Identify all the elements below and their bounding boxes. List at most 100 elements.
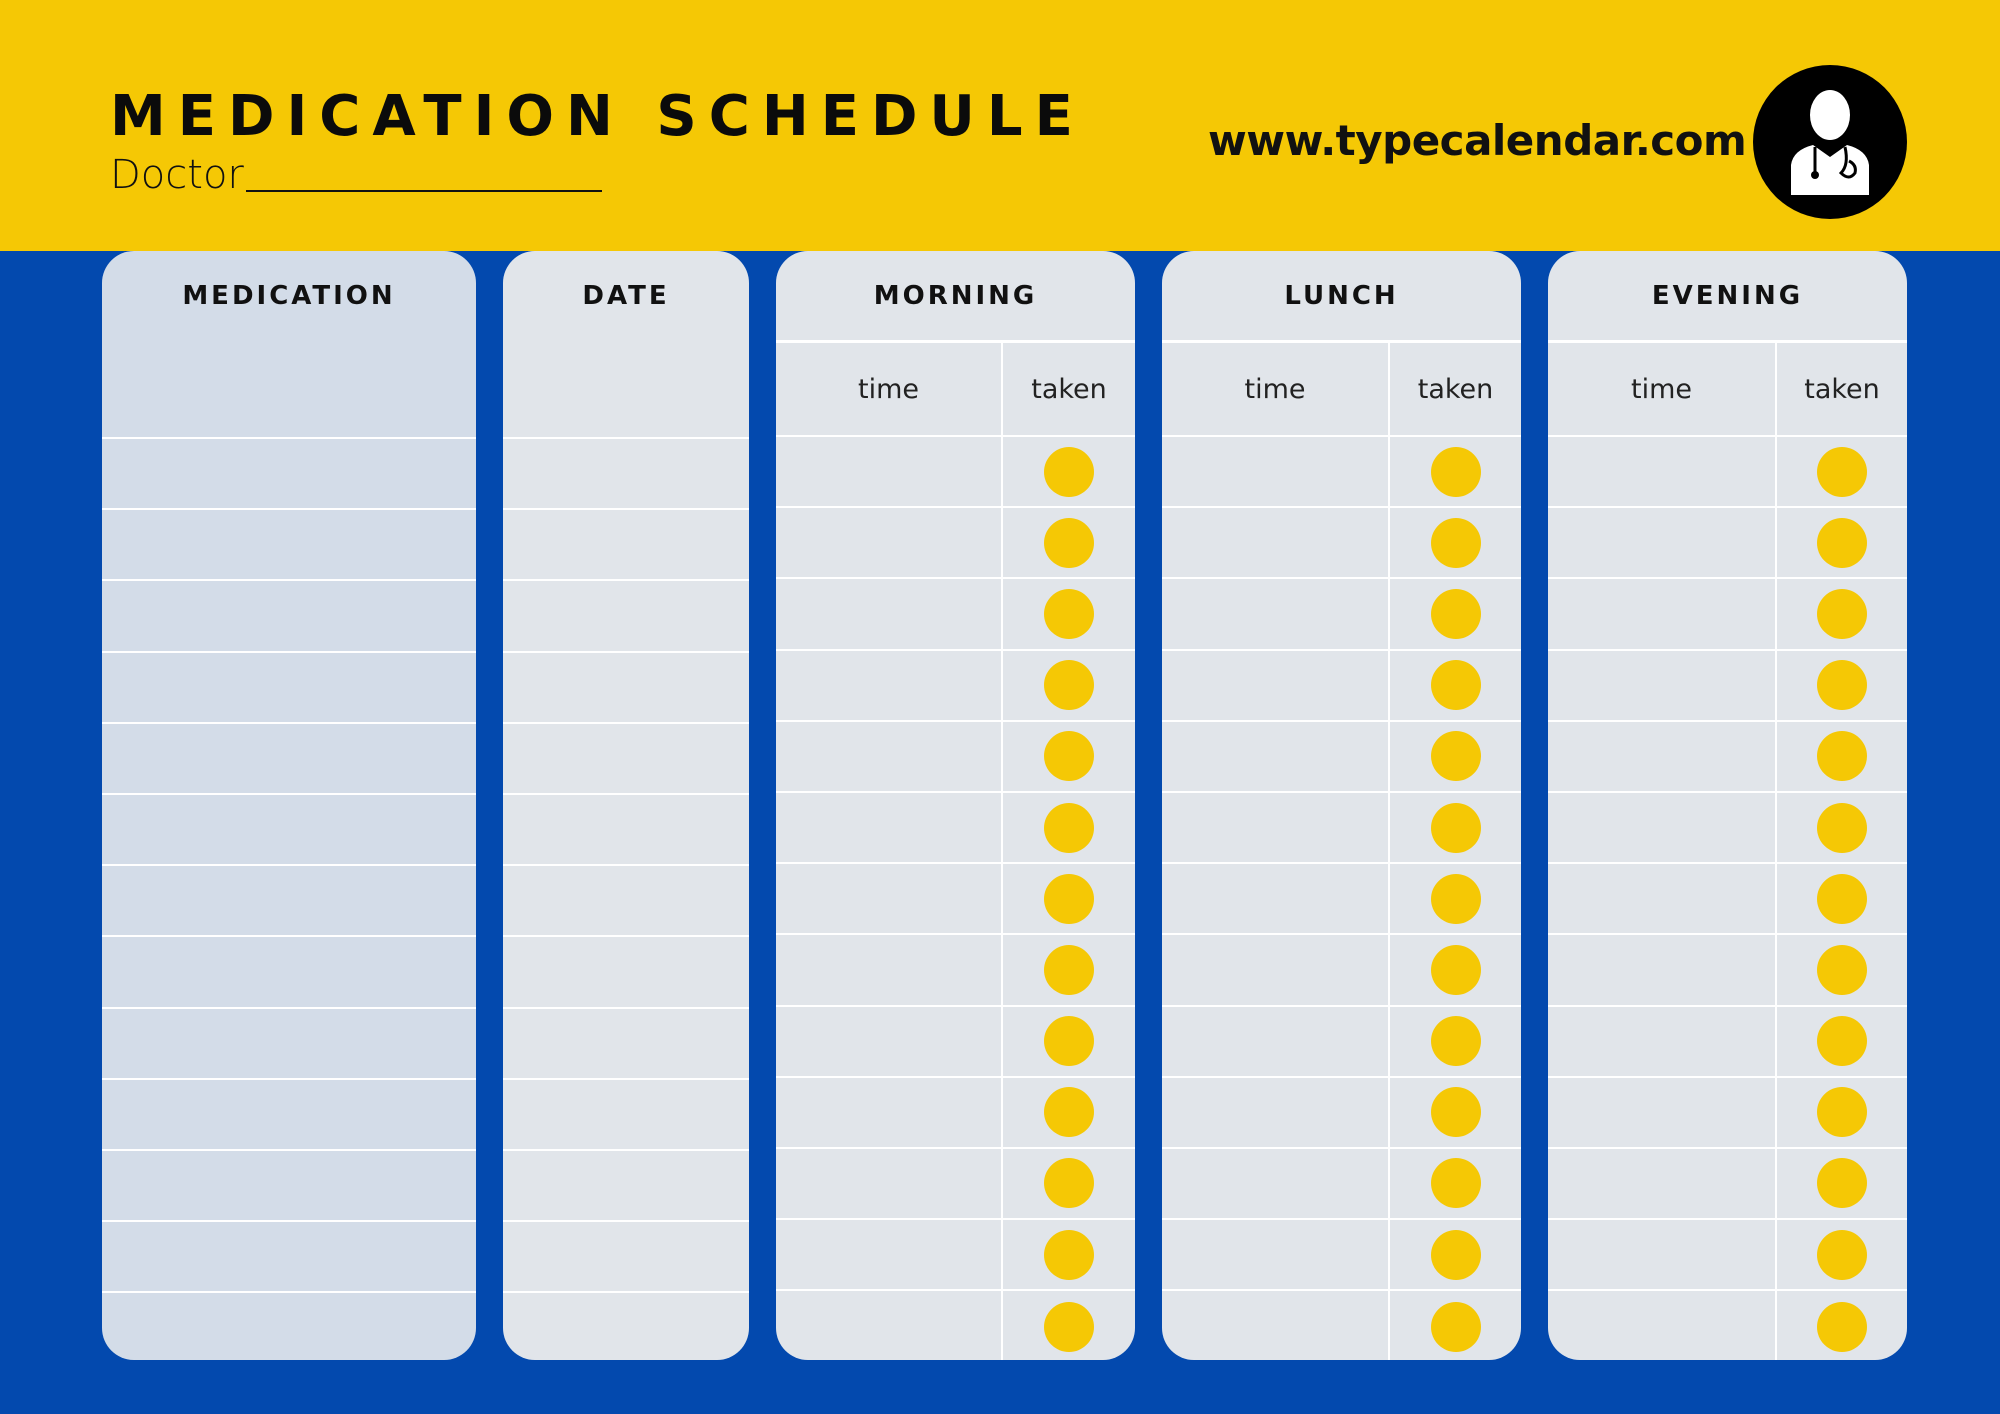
taken-cell[interactable] (1390, 935, 1521, 1004)
time-cell[interactable] (1548, 437, 1777, 507)
taken-checkbox[interactable] (1430, 588, 1481, 639)
taken-checkbox[interactable] (1430, 1016, 1481, 1067)
table-row[interactable] (503, 724, 749, 795)
taken-checkbox[interactable] (1817, 1301, 1867, 1352)
time-cell[interactable] (776, 579, 1003, 649)
table-row[interactable] (102, 1151, 476, 1223)
taken-checkbox[interactable] (1044, 1229, 1094, 1280)
taken-cell[interactable] (1003, 722, 1135, 791)
taken-checkbox[interactable] (1817, 1016, 1867, 1067)
taken-checkbox[interactable] (1430, 517, 1481, 568)
taken-checkbox[interactable] (1817, 446, 1867, 497)
taken-cell[interactable] (1003, 579, 1135, 648)
taken-cell[interactable] (1003, 651, 1135, 720)
time-cell[interactable] (1548, 579, 1777, 649)
time-cell[interactable] (776, 1077, 1003, 1147)
taken-cell[interactable] (1003, 1291, 1135, 1360)
taken-cell[interactable] (1390, 651, 1521, 720)
taken-checkbox[interactable] (1430, 731, 1481, 782)
taken-checkbox[interactable] (1430, 660, 1481, 711)
time-cell[interactable] (1548, 935, 1777, 1005)
time-cell[interactable] (1162, 792, 1390, 863)
doctor-field[interactable]: Doctor (110, 152, 602, 198)
time-cell[interactable] (1162, 1291, 1390, 1360)
time-cell[interactable] (1162, 1077, 1390, 1147)
taken-checkbox[interactable] (1044, 873, 1094, 924)
taken-cell[interactable] (1390, 437, 1521, 506)
taken-checkbox[interactable] (1817, 1158, 1867, 1209)
table-row[interactable] (102, 510, 476, 582)
taken-cell[interactable] (1390, 1078, 1521, 1147)
taken-cell[interactable] (1777, 864, 1907, 933)
table-row[interactable] (503, 1151, 749, 1223)
taken-cell[interactable] (1390, 1220, 1521, 1289)
table-row[interactable] (102, 1222, 476, 1294)
taken-cell[interactable] (1777, 437, 1907, 506)
time-cell[interactable] (1548, 1006, 1777, 1076)
table-row[interactable] (503, 1009, 749, 1080)
time-cell[interactable] (1162, 437, 1390, 507)
time-cell[interactable] (1162, 721, 1390, 791)
taken-cell[interactable] (1390, 864, 1521, 933)
taken-checkbox[interactable] (1817, 802, 1867, 853)
taken-checkbox[interactable] (1044, 1158, 1094, 1209)
table-row[interactable] (503, 1293, 749, 1360)
table-row[interactable] (102, 795, 476, 867)
taken-cell[interactable] (1777, 935, 1907, 1004)
time-cell[interactable] (1548, 508, 1777, 578)
table-row[interactable] (102, 937, 476, 1009)
taken-checkbox[interactable] (1044, 446, 1094, 497)
taken-cell[interactable] (1777, 722, 1907, 791)
time-cell[interactable] (776, 721, 1003, 791)
taken-checkbox[interactable] (1817, 1087, 1867, 1138)
taken-checkbox[interactable] (1817, 517, 1867, 568)
table-row[interactable] (102, 439, 476, 511)
taken-cell[interactable] (1777, 793, 1907, 862)
table-row[interactable] (503, 1080, 749, 1151)
taken-cell[interactable] (1390, 579, 1521, 648)
time-cell[interactable] (1548, 864, 1777, 934)
taken-checkbox[interactable] (1430, 446, 1481, 497)
taken-cell[interactable] (1003, 437, 1135, 506)
time-cell[interactable] (1162, 935, 1390, 1005)
time-cell[interactable] (776, 1006, 1003, 1076)
taken-checkbox[interactable] (1044, 1301, 1094, 1352)
table-row[interactable] (503, 937, 749, 1009)
time-cell[interactable] (1162, 579, 1390, 649)
table-row[interactable] (503, 1222, 749, 1294)
taken-checkbox[interactable] (1430, 1087, 1481, 1138)
table-row[interactable] (102, 866, 476, 938)
time-cell[interactable] (1162, 864, 1390, 934)
taken-checkbox[interactable] (1044, 588, 1094, 639)
time-cell[interactable] (1548, 1220, 1777, 1290)
taken-cell[interactable] (1003, 1149, 1135, 1218)
taken-cell[interactable] (1777, 508, 1907, 577)
table-row[interactable] (102, 1293, 476, 1360)
taken-cell[interactable] (1390, 1291, 1521, 1360)
taken-checkbox[interactable] (1817, 660, 1867, 711)
time-cell[interactable] (776, 935, 1003, 1005)
taken-cell[interactable] (1003, 1078, 1135, 1147)
table-row[interactable] (102, 581, 476, 653)
taken-cell[interactable] (1777, 1220, 1907, 1289)
time-cell[interactable] (1162, 508, 1390, 578)
time-cell[interactable] (1162, 1006, 1390, 1076)
taken-cell[interactable] (1003, 1007, 1135, 1076)
taken-checkbox[interactable] (1430, 944, 1481, 995)
taken-checkbox[interactable] (1817, 1229, 1867, 1280)
taken-checkbox[interactable] (1044, 517, 1094, 568)
table-row[interactable] (503, 581, 749, 653)
time-cell[interactable] (1548, 721, 1777, 791)
taken-checkbox[interactable] (1044, 802, 1094, 853)
time-cell[interactable] (1548, 1077, 1777, 1147)
taken-checkbox[interactable] (1430, 802, 1481, 853)
taken-cell[interactable] (1390, 1149, 1521, 1218)
time-cell[interactable] (776, 650, 1003, 720)
time-cell[interactable] (776, 864, 1003, 934)
time-cell[interactable] (776, 1220, 1003, 1290)
taken-cell[interactable] (1390, 722, 1521, 791)
taken-cell[interactable] (1390, 1007, 1521, 1076)
taken-checkbox[interactable] (1044, 731, 1094, 782)
time-cell[interactable] (1162, 1148, 1390, 1219)
time-cell[interactable] (776, 1148, 1003, 1219)
